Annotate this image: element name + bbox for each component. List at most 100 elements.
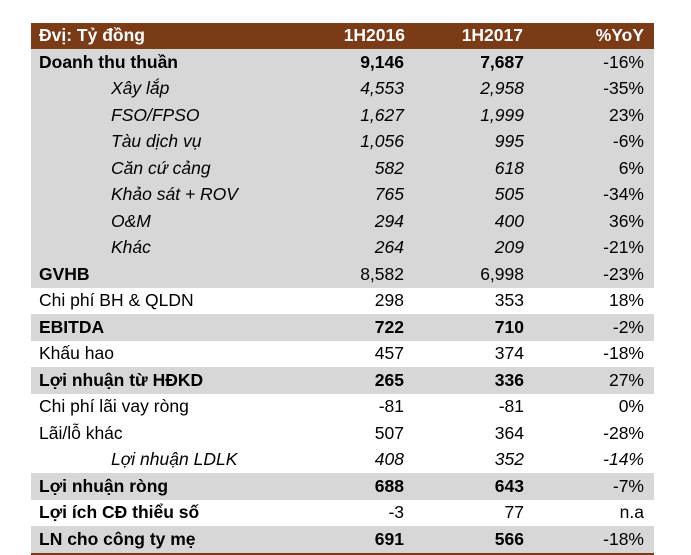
value-1h2016: 298 bbox=[374, 290, 404, 310]
value-yoy: 6% bbox=[618, 157, 644, 178]
value-1h2017: 643 bbox=[494, 475, 524, 496]
row-label: GVHB bbox=[39, 263, 90, 284]
value-1h2017: 336 bbox=[494, 369, 524, 390]
value-yoy: -23% bbox=[603, 263, 644, 284]
row-label: O&M bbox=[111, 210, 151, 231]
table-row: Xây lắp 4,553 2,958 -35% bbox=[31, 75, 654, 102]
value-1h2016: -81 bbox=[378, 396, 404, 416]
value-1h2016: 765 bbox=[374, 184, 404, 204]
value-1h2016: 4,553 bbox=[360, 78, 404, 98]
row-label: Lợi ích CĐ thiểu số bbox=[39, 502, 200, 522]
value-1h2016: 8,582 bbox=[360, 263, 404, 284]
table-row: Khác 264 209 -21% bbox=[31, 234, 654, 261]
value-yoy: -28% bbox=[603, 422, 644, 443]
value-1h2017: 505 bbox=[494, 184, 524, 204]
value-yoy: n.a bbox=[619, 502, 644, 522]
value-yoy: 27% bbox=[608, 369, 644, 390]
value-1h2017: 710 bbox=[494, 316, 524, 337]
value-1h2017: 353 bbox=[494, 290, 524, 310]
value-yoy: -21% bbox=[603, 237, 644, 257]
header-1h2017: 1H2017 bbox=[461, 25, 523, 46]
value-1h2017: 1,999 bbox=[480, 104, 524, 125]
table-bottom-rule bbox=[31, 552, 654, 555]
row-label: Khấu hao bbox=[39, 343, 114, 363]
value-yoy: -14% bbox=[603, 449, 644, 469]
table-row: Căn cứ cảng 582 618 6% bbox=[31, 155, 654, 182]
row-label: FSO/FPSO bbox=[111, 104, 200, 125]
value-1h2017: 209 bbox=[494, 237, 524, 257]
value-1h2016: 1,627 bbox=[360, 104, 404, 125]
row-label: LN cho công ty mẹ bbox=[39, 528, 196, 549]
table-row: Tàu dịch vụ 1,056 995 -6% bbox=[31, 128, 654, 155]
table-row: EBITDA 722 710 -2% bbox=[31, 314, 654, 341]
value-1h2017: 77 bbox=[504, 502, 524, 522]
row-label: Doanh thu thuần bbox=[39, 51, 179, 72]
value-yoy: -18% bbox=[603, 343, 644, 363]
value-yoy: -16% bbox=[603, 51, 644, 72]
value-yoy: 18% bbox=[608, 290, 644, 310]
table-row: Lợi ích CĐ thiểu số -3 77 n.a bbox=[31, 500, 654, 527]
header-1h2016: 1H2016 bbox=[343, 25, 405, 46]
table-row: Chi phí lãi vay ròng -81 -81 0% bbox=[31, 394, 654, 421]
table-row: Lợi nhuận LDLK 408 352 -14% bbox=[31, 447, 654, 474]
value-1h2016: 294 bbox=[374, 210, 404, 231]
value-1h2016: 691 bbox=[374, 528, 404, 549]
table-row: Lãi/lỗ khác 507 364 -28% bbox=[31, 420, 654, 447]
table-row: FSO/FPSO 1,627 1,999 23% bbox=[31, 102, 654, 129]
table-row: GVHB 8,582 6,998 -23% bbox=[31, 261, 654, 288]
value-yoy: -34% bbox=[603, 184, 644, 204]
value-1h2016: 507 bbox=[374, 422, 404, 443]
value-yoy: -35% bbox=[603, 78, 644, 98]
row-label: Lợi nhuận ròng bbox=[39, 475, 169, 496]
row-label: Lợi nhuận LDLK bbox=[111, 449, 238, 469]
value-1h2017: 7,687 bbox=[480, 51, 524, 72]
value-1h2017: 352 bbox=[494, 449, 524, 469]
row-label: Lợi nhuận từ HĐKD bbox=[39, 369, 204, 390]
value-1h2016: 408 bbox=[374, 449, 404, 469]
row-label: Xây lắp bbox=[111, 78, 170, 98]
row-label: Tàu dịch vụ bbox=[111, 131, 202, 151]
row-label: Khác bbox=[111, 237, 151, 257]
row-label: Khảo sát + ROV bbox=[111, 184, 238, 204]
value-1h2017: 374 bbox=[494, 343, 524, 363]
value-1h2016: 265 bbox=[374, 369, 404, 390]
table-row: LN cho công ty mẹ 691 566 -18% bbox=[31, 526, 654, 553]
value-yoy: -6% bbox=[612, 131, 644, 151]
row-label: Chi phí BH & QLDN bbox=[39, 290, 194, 310]
header-yoy: %YoY bbox=[595, 25, 644, 46]
value-1h2016: 722 bbox=[374, 316, 404, 337]
value-1h2017: 995 bbox=[494, 131, 524, 151]
row-label: EBITDA bbox=[39, 316, 105, 337]
value-yoy: -18% bbox=[603, 528, 644, 549]
value-yoy: 0% bbox=[618, 396, 644, 416]
value-1h2017: 2,958 bbox=[480, 78, 524, 98]
value-1h2016: 688 bbox=[374, 475, 404, 496]
value-yoy: -2% bbox=[612, 316, 644, 337]
value-1h2016: -3 bbox=[388, 502, 404, 522]
table-row: Doanh thu thuần 9,146 7,687 -16% bbox=[31, 49, 654, 76]
value-1h2017: 400 bbox=[494, 210, 524, 231]
value-1h2016: 1,056 bbox=[360, 131, 404, 151]
table-row: Chi phí BH & QLDN 298 353 18% bbox=[31, 288, 654, 315]
value-1h2017: 566 bbox=[494, 528, 524, 549]
financial-table: Đvị: Tỷ đồng 1H2016 1H2017 %YoY Doanh th… bbox=[31, 23, 654, 555]
value-yoy: 23% bbox=[608, 104, 644, 125]
row-label: Căn cứ cảng bbox=[111, 157, 211, 178]
table-row: Lợi nhuận ròng 688 643 -7% bbox=[31, 473, 654, 500]
value-1h2016: 457 bbox=[374, 343, 404, 363]
table-row: Khảo sát + ROV 765 505 -34% bbox=[31, 181, 654, 208]
table-header: Đvị: Tỷ đồng 1H2016 1H2017 %YoY bbox=[31, 23, 654, 49]
table-row: Lợi nhuận từ HĐKD 265 336 27% bbox=[31, 367, 654, 394]
value-1h2017: 364 bbox=[494, 422, 524, 443]
value-1h2017: 6,998 bbox=[480, 263, 524, 284]
table-row: O&M 294 400 36% bbox=[31, 208, 654, 235]
row-label: Lãi/lỗ khác bbox=[39, 422, 123, 443]
table-row: Khấu hao 457 374 -18% bbox=[31, 341, 654, 368]
value-yoy: 36% bbox=[608, 210, 644, 231]
value-1h2016: 9,146 bbox=[360, 51, 404, 72]
value-1h2017: -81 bbox=[498, 396, 524, 416]
row-label: Chi phí lãi vay ròng bbox=[39, 396, 189, 416]
value-1h2016: 582 bbox=[374, 157, 404, 178]
value-1h2016: 264 bbox=[374, 237, 404, 257]
value-1h2017: 618 bbox=[494, 157, 524, 178]
